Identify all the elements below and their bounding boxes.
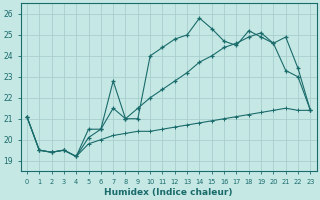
X-axis label: Humidex (Indice chaleur): Humidex (Indice chaleur)	[104, 188, 233, 197]
